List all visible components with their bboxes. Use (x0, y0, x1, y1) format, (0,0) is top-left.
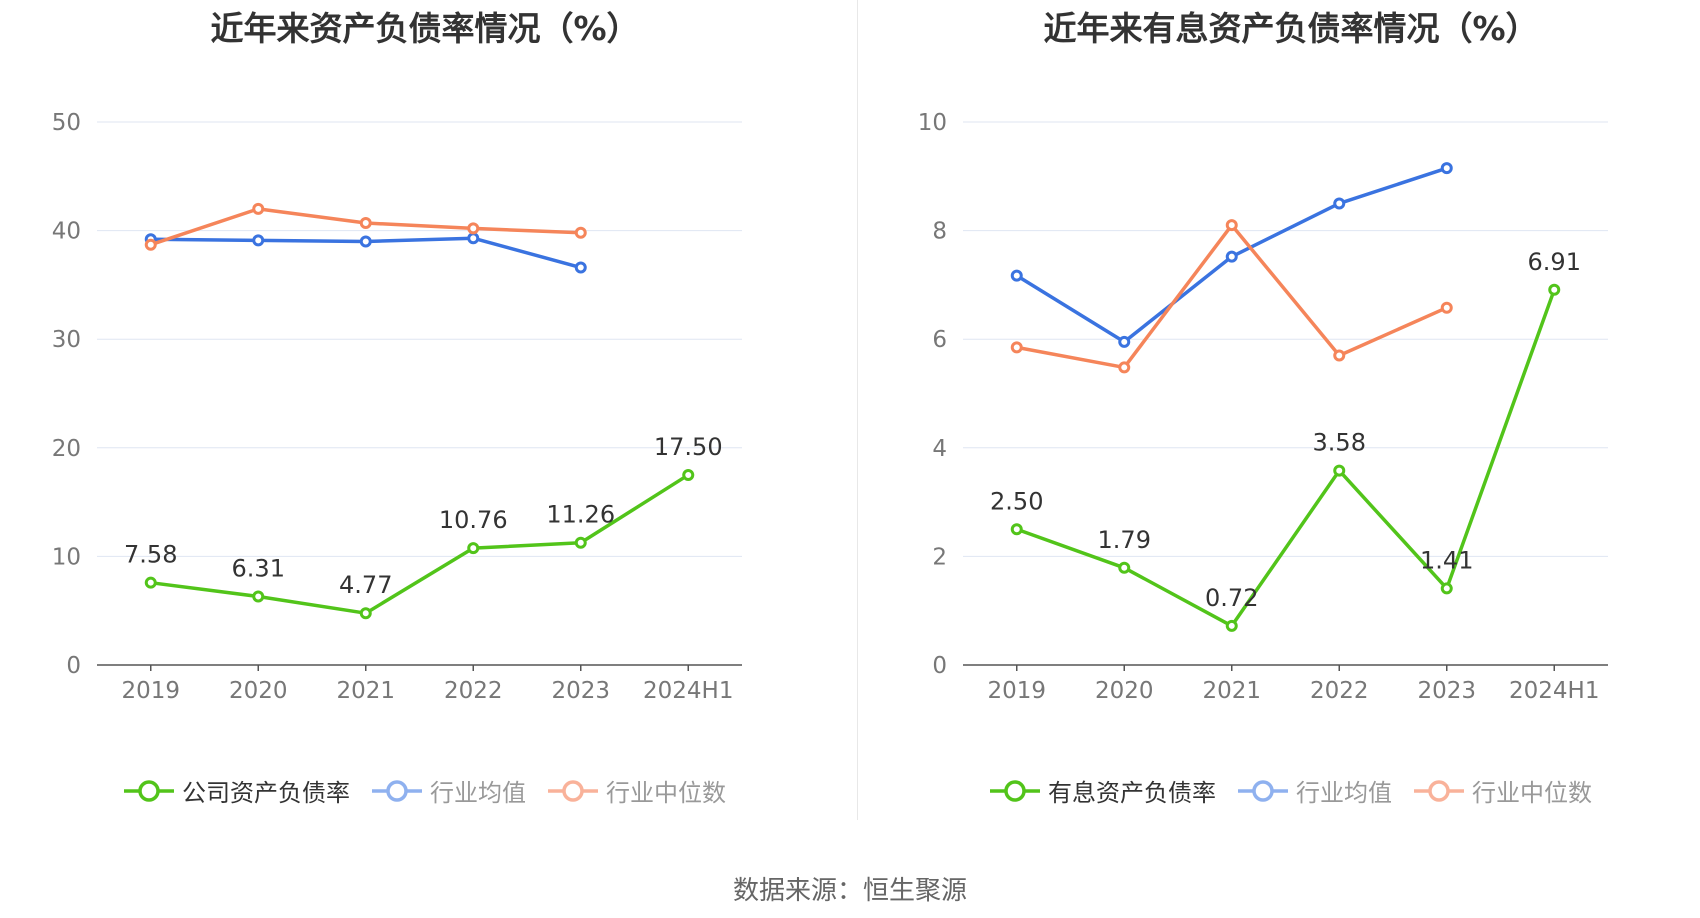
data-point (467, 232, 480, 245)
legend-label: 有息资产负债率 (1048, 779, 1216, 807)
data-point (1010, 269, 1023, 282)
y-tick-label: 20 (52, 436, 81, 462)
legend-line-marker-icon (124, 779, 174, 802)
x-tick-label: 2021 (336, 678, 395, 704)
legend-item[interactable]: 行业均值 (372, 773, 526, 808)
data-point (574, 536, 587, 549)
y-tick-label: 50 (52, 110, 81, 136)
data-label: 0.72 (1205, 584, 1258, 612)
x-tick-label: 2024H1 (1509, 678, 1599, 704)
chart-title: 近年来资产负债率情况（%） (210, 9, 640, 48)
chart-title: 近年来有息资产负债率情况（%） (1043, 9, 1539, 48)
legend-line-marker-icon (990, 779, 1040, 802)
x-tick-label: 2022 (1310, 678, 1369, 704)
x-tick-label: 2021 (1202, 678, 1261, 704)
legend-label: 公司资产负债率 (182, 779, 350, 807)
data-point (574, 261, 587, 274)
data-label: 4.77 (339, 571, 392, 599)
y-tick-label: 10 (918, 110, 947, 136)
legend-item[interactable]: 行业中位数 (1414, 773, 1592, 808)
data-point (1118, 335, 1131, 348)
data-label: 7.58 (124, 541, 177, 569)
data-point (1225, 619, 1238, 632)
data-point (252, 590, 265, 603)
legend-line-marker-icon (548, 779, 598, 802)
data-point (682, 468, 695, 481)
series-line (150, 473, 690, 615)
y-tick-label: 40 (52, 219, 81, 245)
data-point (1225, 250, 1238, 263)
data-point (1118, 361, 1131, 374)
y-tick-label: 8 (932, 219, 947, 245)
data-point (1010, 341, 1023, 354)
data-point (144, 576, 157, 589)
y-tick-label: 0 (932, 653, 947, 679)
data-point (467, 222, 480, 235)
y-tick-label: 2 (932, 544, 947, 570)
data-label: 17.50 (654, 433, 723, 461)
legend: 有息资产负债率 行业均值 行业中位数 (866, 773, 1700, 808)
data-point (1118, 561, 1131, 574)
data-point (1010, 523, 1023, 536)
y-tick-label: 10 (52, 544, 81, 570)
data-label: 2.50 (990, 487, 1043, 515)
data-label: 11.26 (546, 501, 615, 529)
y-tick-label: 0 (66, 653, 81, 679)
panel-divider (857, 0, 858, 820)
data-point (1548, 283, 1561, 296)
data-point (1333, 349, 1346, 362)
x-tick-label: 2019 (987, 678, 1046, 704)
data-label: 1.79 (1098, 526, 1151, 554)
data-point (144, 238, 157, 251)
data-point (1440, 582, 1453, 595)
data-point (1440, 162, 1453, 175)
data-point (252, 234, 265, 247)
legend-label: 行业中位数 (1472, 779, 1592, 807)
data-point (574, 226, 587, 239)
y-tick-label: 4 (932, 436, 947, 462)
x-tick-label: 2023 (1417, 678, 1476, 704)
data-point (1333, 197, 1346, 210)
data-label: 10.76 (439, 506, 508, 534)
series-line (1016, 223, 1448, 370)
legend-item[interactable]: 有息资产负债率 (990, 773, 1216, 808)
chart-panel-asset-liability: 近年来资产负债率情况（%） 0 10 20 30 40 50 2019 2020 2021 202… (0, 0, 850, 830)
y-tick-label: 30 (52, 327, 81, 353)
y-tick-label: 6 (932, 327, 947, 353)
line-chart-interest-bearing: 0 2 4 6 8 10 2019 2020 2021 2022 2023 2024H1 2.50 1.7… (918, 110, 1608, 704)
legend-line-marker-icon (372, 779, 422, 802)
legend-item[interactable]: 行业均值 (1238, 773, 1392, 808)
data-label: 3.58 (1313, 429, 1366, 457)
data-point (359, 216, 372, 229)
x-tick-label: 2022 (444, 678, 503, 704)
data-point (252, 202, 265, 215)
legend-label: 行业均值 (430, 779, 526, 807)
data-point (1440, 301, 1453, 314)
legend-line-marker-icon (1414, 779, 1464, 802)
data-point (359, 235, 372, 248)
x-tick-label: 2020 (1095, 678, 1154, 704)
data-label: 1.41 (1420, 546, 1473, 574)
series-line (1016, 289, 1556, 628)
legend-item[interactable]: 行业中位数 (548, 773, 726, 808)
chart-panel-interest-bearing: 近年来有息资产负债率情况（%） 0 2 4 6 8 10 2019 2020 2021 2022 2… (866, 0, 1700, 830)
data-point (467, 542, 480, 555)
data-label: 6.91 (1528, 248, 1581, 276)
x-tick-label: 2020 (229, 678, 288, 704)
legend-label: 行业均值 (1296, 779, 1392, 807)
data-point (359, 607, 372, 620)
legend: 公司资产负债率 行业均值 行业中位数 (0, 773, 850, 808)
legend-item[interactable]: 公司资产负债率 (124, 773, 350, 808)
line-chart-asset-liability: 0 10 20 30 40 50 2019 2020 2021 2022 2023 2024H1 7.5… (52, 110, 742, 704)
legend-line-marker-icon (1238, 779, 1288, 802)
legend-label: 行业中位数 (606, 779, 726, 807)
data-label: 6.31 (232, 554, 285, 582)
x-tick-label: 2023 (551, 678, 610, 704)
x-tick-label: 2024H1 (643, 678, 733, 704)
data-source: 数据来源：恒生聚源 (732, 876, 967, 906)
data-point (1225, 219, 1238, 232)
x-tick-label: 2019 (121, 678, 180, 704)
data-point (1333, 464, 1346, 477)
